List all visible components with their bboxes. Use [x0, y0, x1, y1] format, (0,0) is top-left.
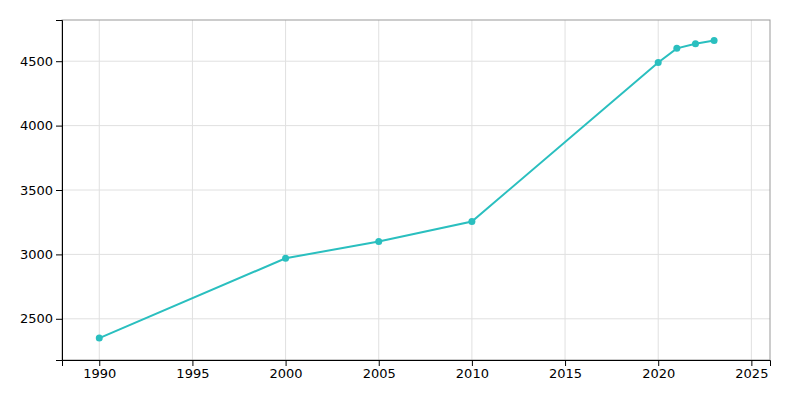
x-tick: 2015 — [549, 360, 582, 381]
point — [375, 238, 382, 245]
y-tick-label: 4000 — [20, 118, 53, 133]
x-tick: 2005 — [363, 360, 396, 381]
point — [673, 45, 680, 52]
y-tick: 4500 — [20, 54, 62, 69]
y-tick-label: 3500 — [20, 183, 53, 198]
y-tick-mark — [56, 254, 62, 255]
y-grid-line — [62, 254, 770, 255]
line — [99, 41, 714, 339]
x-tick: 1990 — [83, 360, 116, 381]
y-tick-mark — [56, 319, 62, 320]
y-tick-mark — [56, 190, 62, 191]
point — [692, 40, 699, 47]
x-tick-label: 2010 — [456, 366, 489, 381]
x-tick-label: 1990 — [83, 366, 116, 381]
x-axis: 1990 1995 2000 2005 2010 2015 2020 2025 — [63, 360, 771, 381]
chart-svg: 1990 1995 2000 2005 2010 2015 2020 2025 2500 3000… — [0, 0, 800, 400]
x-tick-label: 2005 — [363, 366, 396, 381]
point — [468, 218, 475, 225]
plot-area: 1990 1995 2000 2005 2010 2015 2020 2025 2500 3000… — [20, 20, 771, 381]
point — [655, 59, 662, 66]
x-tick-mark — [472, 360, 473, 366]
x-tick-label: 2015 — [549, 366, 582, 381]
x-tick-mark — [658, 360, 659, 366]
x-tick: 2025 — [735, 360, 768, 381]
y-axis-line — [56, 21, 63, 361]
y-tick: 2500 — [20, 311, 62, 326]
x-tick-mark — [286, 360, 287, 366]
y-tick-mark — [56, 126, 62, 127]
x-tick: 1995 — [176, 360, 209, 381]
y-tick-label: 4500 — [20, 54, 53, 69]
y-grid-line — [62, 61, 770, 62]
y-tick-label: 2500 — [20, 311, 53, 326]
x-tick: 2000 — [270, 360, 303, 381]
x-axis-line — [63, 361, 771, 367]
x-tick-label: 2025 — [735, 366, 768, 381]
y-grid-line — [62, 190, 770, 191]
x-tick-label: 2000 — [270, 366, 303, 381]
y-tick: 3500 — [20, 183, 62, 198]
y-tick-label: 3000 — [20, 247, 53, 262]
y-tick: 3000 — [20, 247, 62, 262]
y-tick-mark — [56, 61, 62, 62]
grid — [62, 20, 770, 360]
point — [711, 37, 718, 44]
x-tick-mark — [751, 360, 752, 366]
y-axis: 2500 3000 3500 4000 4500 — [20, 21, 63, 361]
y-tick: 4000 — [20, 118, 62, 133]
point — [282, 255, 289, 262]
marks — [96, 37, 718, 342]
point — [96, 335, 103, 342]
x-tick-mark — [379, 360, 380, 366]
y-grid-line — [62, 318, 770, 319]
x-tick-mark — [99, 360, 100, 366]
x-tick-label: 2020 — [642, 366, 675, 381]
x-tick-label: 1995 — [176, 366, 209, 381]
x-tick-mark — [192, 360, 193, 366]
y-grid-line — [62, 125, 770, 126]
x-tick-mark — [565, 360, 566, 366]
x-tick: 2020 — [642, 360, 675, 381]
plot-frame — [62, 20, 770, 360]
x-tick: 2010 — [456, 360, 489, 381]
